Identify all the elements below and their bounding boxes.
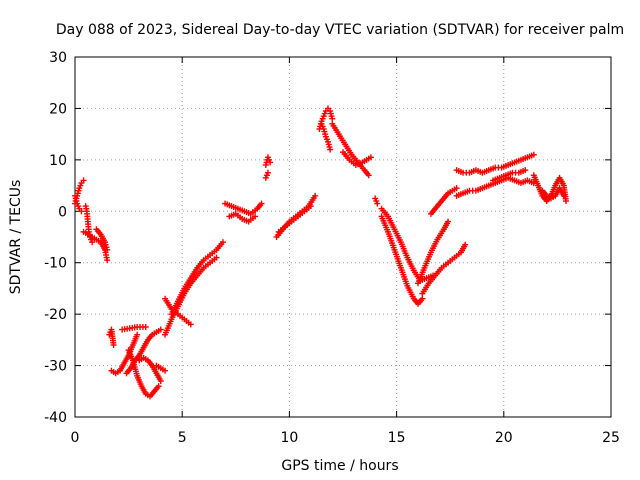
y-tick-label: 10 <box>49 153 67 169</box>
data-point <box>252 213 259 220</box>
data-point <box>327 146 334 153</box>
data-point <box>264 169 271 176</box>
axis-ticks <box>74 56 612 418</box>
y-tick-label: 0 <box>58 204 67 220</box>
x-tick-label: 25 <box>602 430 620 446</box>
x-tick-label: 20 <box>495 430 513 446</box>
data-point <box>157 326 164 333</box>
data-point <box>374 200 381 207</box>
data-point <box>155 383 162 390</box>
data-point <box>307 203 314 210</box>
data-point <box>367 154 374 161</box>
data-point <box>78 208 85 215</box>
y-axis-label: SDTVAR / TECUs <box>8 180 24 295</box>
y-tick-label: 30 <box>49 50 67 66</box>
data-point <box>187 321 194 328</box>
data-point <box>445 218 452 225</box>
data-point <box>219 239 226 246</box>
data-point <box>419 295 426 302</box>
data-points <box>72 105 569 400</box>
data-point <box>213 254 220 261</box>
data-point <box>462 241 469 248</box>
x-tick-label: 15 <box>388 430 406 446</box>
data-point <box>562 198 569 204</box>
data-point <box>142 324 149 330</box>
data-point <box>522 167 529 174</box>
grid-lines <box>75 57 611 417</box>
data-point <box>110 342 117 348</box>
y-tick-labels: -40 -30 -20 -10 0 10 20 30 <box>44 50 67 426</box>
y-tick-label: -30 <box>44 359 67 375</box>
data-point <box>258 200 265 207</box>
data-point <box>134 331 141 338</box>
x-tick-label: 5 <box>178 430 187 446</box>
y-tick-label: -40 <box>44 410 67 426</box>
x-tick-label: 10 <box>280 430 298 446</box>
data-point <box>162 367 169 374</box>
data-point <box>104 246 111 253</box>
y-tick-label: -10 <box>44 256 67 272</box>
x-tick-label: 0 <box>71 430 80 446</box>
data-point <box>267 159 274 166</box>
data-point <box>530 151 537 158</box>
y-tick-label: 20 <box>49 101 67 117</box>
data-point <box>312 192 319 199</box>
data-point <box>329 115 336 122</box>
y-tick-label: -20 <box>44 307 67 323</box>
data-point <box>89 239 96 246</box>
data-point <box>453 185 460 192</box>
plot-frame <box>74 56 612 418</box>
chart-title: Day 088 of 2023, Sidereal Day-to-day VTE… <box>56 22 624 38</box>
data-point <box>157 378 164 384</box>
data-point <box>80 177 87 184</box>
x-tick-labels: 0 5 10 15 20 25 <box>71 430 620 446</box>
data-point <box>104 257 111 264</box>
data-point <box>560 192 567 199</box>
data-point <box>365 172 372 179</box>
x-axis-label: GPS time / hours <box>281 458 398 474</box>
